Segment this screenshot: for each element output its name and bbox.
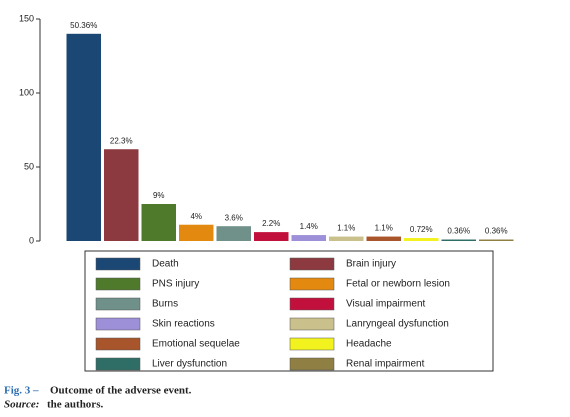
legend-swatch xyxy=(95,317,141,331)
bar xyxy=(104,149,139,241)
value-label: 2.2% xyxy=(262,219,280,228)
legend-label: Fetal or newborn lesion xyxy=(346,279,450,290)
bar xyxy=(329,236,364,241)
bar xyxy=(366,236,401,241)
y-tick-label: 100 xyxy=(19,87,34,97)
legend-swatch xyxy=(95,257,141,271)
legend-label: Visual impairment xyxy=(346,299,426,310)
legend-swatch xyxy=(95,297,141,311)
bar xyxy=(141,204,176,241)
value-label: 1.1% xyxy=(375,224,393,233)
legend-label: Liver dysfunction xyxy=(152,359,227,370)
value-label: 4% xyxy=(190,212,202,221)
legend-label: Brain injury xyxy=(346,259,396,270)
value-label: 3.6% xyxy=(225,213,243,222)
value-label: 22.3% xyxy=(110,136,133,145)
value-label: 0.36% xyxy=(485,227,508,236)
y-tick-label: 0 xyxy=(29,235,34,245)
bar xyxy=(404,238,439,241)
value-label: 0.72% xyxy=(410,225,433,234)
value-label: 1.1% xyxy=(337,224,355,233)
legend-swatch xyxy=(289,277,335,291)
legend-label: Lanryngeal dysfunction xyxy=(346,319,449,330)
caption: Outcome of the adverse event. xyxy=(50,385,192,397)
y-tick-label: 50 xyxy=(24,161,34,171)
bar xyxy=(254,232,289,241)
legend-label: Headache xyxy=(346,339,392,350)
legend-label: Emotional sequelae xyxy=(152,339,240,350)
legend-swatch xyxy=(289,257,335,271)
legend-swatch xyxy=(289,357,335,371)
legend-label: Death xyxy=(152,259,179,270)
value-label: 1.4% xyxy=(300,222,318,231)
bar xyxy=(66,33,101,241)
legend-label: Burns xyxy=(152,299,178,310)
value-label: 9% xyxy=(153,191,165,200)
bar xyxy=(479,239,514,241)
legend-swatch xyxy=(95,337,141,351)
legend-label: Skin reactions xyxy=(152,319,215,330)
legend-swatch xyxy=(95,357,141,371)
y-tick-label: 150 xyxy=(19,13,34,23)
legend-swatch xyxy=(289,317,335,331)
legend-box xyxy=(84,250,494,372)
bar xyxy=(216,226,251,241)
legend-label: Renal impairment xyxy=(346,359,425,370)
legend-label: PNS injury xyxy=(152,279,199,290)
legend-swatch xyxy=(289,337,335,351)
bar xyxy=(441,239,476,241)
legend-swatch xyxy=(95,277,141,291)
caption-label: Fig. 3 – xyxy=(4,385,39,397)
bar xyxy=(291,235,326,241)
source-label: Source: xyxy=(4,399,39,411)
bar xyxy=(179,224,214,241)
legend-swatch xyxy=(289,297,335,311)
value-label: 0.36% xyxy=(447,227,470,236)
value-label: 50.36% xyxy=(70,21,97,30)
source: the authors. xyxy=(47,399,103,411)
